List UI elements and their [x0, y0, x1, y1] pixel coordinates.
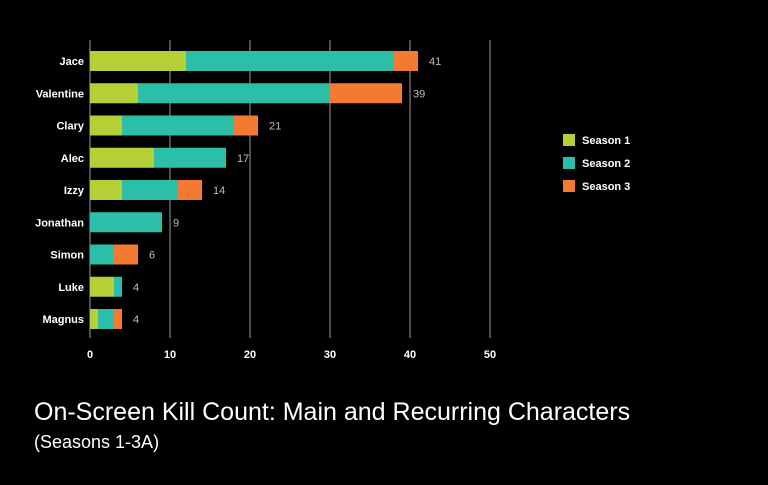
bar-segment: [186, 51, 394, 71]
legend-swatch: [563, 180, 575, 192]
x-tick-label: 20: [244, 349, 256, 361]
category-label: Jace: [60, 56, 84, 68]
bar-segment: [234, 115, 258, 136]
total-label: 4: [133, 282, 139, 294]
total-label: 21: [269, 121, 281, 133]
category-label: Clary: [56, 121, 84, 133]
bar-segment: [90, 309, 98, 329]
total-label: 9: [173, 217, 179, 229]
total-label: 4: [133, 314, 139, 326]
bar-segment: [90, 244, 114, 265]
bar-segment: [90, 180, 122, 200]
legend-label: Season 1: [582, 135, 630, 147]
bar-segment: [122, 180, 178, 200]
category-label: Luke: [58, 282, 84, 294]
bar-segment: [138, 83, 330, 104]
x-tick-label: 50: [484, 349, 496, 361]
category-label: Alec: [61, 153, 84, 165]
chart-subtitle: (Seasons 1-3A): [34, 432, 160, 452]
bar-segment: [154, 147, 226, 168]
total-label: 41: [429, 56, 441, 68]
total-label: 14: [213, 185, 225, 197]
x-tick-label: 40: [404, 349, 416, 361]
bars: [90, 51, 418, 329]
legend-label: Season 2: [582, 158, 630, 170]
bar-segment: [90, 51, 186, 71]
bar-segment: [394, 51, 418, 71]
bar-segment: [178, 180, 202, 200]
total-label: 6: [149, 250, 155, 262]
total-label: 17: [237, 153, 249, 165]
labels: 0 10 20 30 40 50 Jace 41 Valentine 39 Clary 21 Alec 1…: [35, 56, 496, 361]
x-tick-label: 10: [164, 349, 176, 361]
bar-segment: [90, 83, 138, 104]
legend: Season 1 Season 2 Season 3: [563, 134, 630, 193]
legend-swatch: [563, 157, 575, 169]
bar-segment: [122, 115, 234, 136]
x-tick-label: 0: [87, 349, 93, 361]
bar-segment: [330, 83, 402, 104]
bar-segment: [90, 212, 162, 233]
category-label: Izzy: [64, 185, 85, 197]
category-label: Simon: [50, 250, 84, 262]
chart-title: On-Screen Kill Count: Main and Recurring…: [34, 398, 631, 426]
bar-segment: [90, 115, 122, 136]
bar-segment: [114, 276, 122, 297]
x-tick-label: 30: [324, 349, 336, 361]
bar-segment: [114, 244, 138, 265]
category-label: Magnus: [42, 314, 84, 326]
legend-swatch: [563, 134, 575, 146]
bar-segment: [114, 309, 122, 329]
bar-segment: [90, 276, 114, 297]
legend-label: Season 3: [582, 181, 630, 193]
total-label: 39: [413, 88, 425, 100]
category-label: Valentine: [36, 88, 84, 100]
category-label: Jonathan: [35, 217, 84, 229]
bar-segment: [90, 147, 154, 168]
bar-segment: [98, 309, 114, 329]
